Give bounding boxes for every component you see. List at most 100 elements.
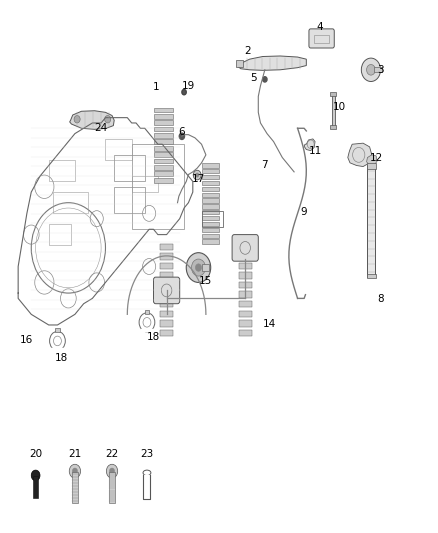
Circle shape	[106, 464, 118, 478]
Bar	[201, 187, 219, 191]
Polygon shape	[239, 56, 306, 70]
Bar	[153, 133, 173, 138]
Text: 22: 22	[106, 449, 119, 459]
Circle shape	[31, 470, 40, 481]
Circle shape	[193, 170, 201, 180]
Bar	[201, 222, 219, 226]
Text: 6: 6	[179, 127, 185, 137]
Bar	[160, 320, 173, 327]
Text: 18: 18	[55, 353, 68, 363]
Bar	[239, 320, 252, 327]
Bar	[153, 146, 173, 151]
Bar	[153, 159, 173, 164]
Circle shape	[263, 77, 267, 82]
Bar	[201, 192, 219, 197]
Bar	[110, 472, 115, 503]
Bar	[72, 472, 78, 503]
Bar	[114, 155, 145, 181]
Text: 15: 15	[199, 277, 212, 286]
Circle shape	[72, 468, 78, 474]
Bar	[239, 311, 252, 317]
Bar	[201, 198, 219, 203]
Bar	[239, 244, 252, 250]
Text: 3: 3	[377, 65, 384, 75]
Ellipse shape	[144, 474, 150, 478]
Text: 23: 23	[140, 449, 154, 459]
Bar	[114, 187, 145, 213]
Bar	[201, 181, 219, 185]
FancyBboxPatch shape	[309, 29, 334, 48]
Bar	[153, 108, 173, 112]
Bar	[330, 125, 336, 130]
Text: 24: 24	[95, 123, 108, 133]
Bar	[160, 311, 173, 317]
Text: 14: 14	[263, 319, 276, 329]
Circle shape	[110, 468, 115, 474]
Bar	[153, 165, 173, 169]
Bar	[239, 282, 252, 288]
Bar	[153, 177, 173, 182]
Bar	[160, 330, 173, 336]
Bar	[132, 176, 158, 192]
Bar	[160, 244, 173, 250]
Bar	[153, 127, 173, 132]
Circle shape	[74, 116, 80, 123]
Bar	[332, 94, 335, 128]
Bar	[330, 92, 336, 96]
Bar	[153, 171, 173, 176]
Bar	[145, 310, 149, 314]
Text: 8: 8	[377, 294, 384, 304]
Polygon shape	[348, 143, 372, 166]
Text: 5: 5	[250, 73, 256, 83]
Text: 4: 4	[316, 22, 323, 33]
Bar	[201, 239, 219, 244]
Bar	[160, 253, 173, 260]
Bar	[314, 35, 329, 43]
Bar	[55, 328, 60, 333]
FancyBboxPatch shape	[153, 277, 180, 304]
Circle shape	[367, 64, 375, 75]
Bar	[201, 169, 219, 173]
Bar	[160, 263, 173, 269]
Circle shape	[179, 133, 184, 140]
Bar	[49, 224, 71, 245]
Bar	[153, 140, 173, 144]
Bar	[367, 274, 376, 278]
Text: 10: 10	[332, 102, 346, 112]
Polygon shape	[70, 111, 114, 130]
Bar	[33, 477, 38, 498]
Bar	[53, 192, 88, 213]
Bar	[237, 60, 243, 67]
Text: 12: 12	[370, 152, 383, 163]
Bar	[153, 120, 173, 125]
Text: 2: 2	[244, 46, 251, 56]
Text: 16: 16	[20, 335, 34, 345]
Circle shape	[182, 90, 186, 95]
Circle shape	[191, 259, 205, 276]
Bar	[201, 211, 223, 227]
Bar	[201, 210, 219, 214]
Bar	[239, 292, 252, 298]
Bar	[201, 175, 219, 179]
Bar	[201, 164, 219, 167]
Text: 19: 19	[182, 81, 195, 91]
Text: 21: 21	[68, 449, 81, 459]
Bar	[49, 160, 75, 181]
Text: 18: 18	[147, 332, 160, 342]
Bar	[201, 204, 219, 208]
Circle shape	[361, 58, 381, 82]
Bar	[160, 272, 173, 279]
Text: 11: 11	[308, 146, 321, 156]
Text: 1: 1	[152, 82, 159, 92]
Bar	[374, 67, 382, 72]
Text: 17: 17	[191, 174, 205, 184]
Bar	[239, 272, 252, 279]
Text: 20: 20	[29, 449, 42, 459]
Circle shape	[195, 264, 201, 271]
Bar	[201, 233, 219, 238]
FancyBboxPatch shape	[232, 235, 258, 261]
Text: 9: 9	[301, 207, 307, 217]
Circle shape	[69, 464, 81, 478]
Bar	[239, 330, 252, 336]
Circle shape	[195, 173, 199, 177]
